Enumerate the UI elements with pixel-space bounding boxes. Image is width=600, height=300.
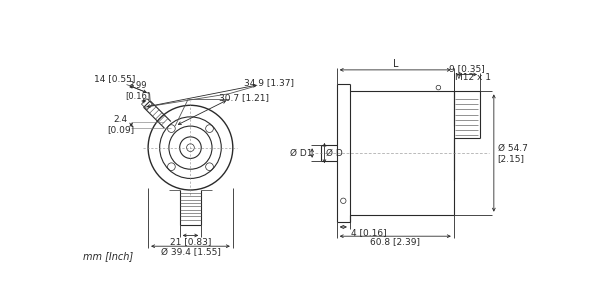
Text: L: L xyxy=(392,59,398,70)
Text: Ø 54.7
[2.15]: Ø 54.7 [2.15] xyxy=(497,143,527,163)
Text: Ø D: Ø D xyxy=(326,148,343,158)
Text: 60.8 [2.39]: 60.8 [2.39] xyxy=(370,237,420,246)
Text: 3.99
[0.16]: 3.99 [0.16] xyxy=(125,80,150,100)
Text: M12 x 1: M12 x 1 xyxy=(455,73,491,82)
Text: Ø D1: Ø D1 xyxy=(290,148,313,158)
Text: mm [Inch]: mm [Inch] xyxy=(83,251,133,261)
Text: Ø 39.4 [1.55]: Ø 39.4 [1.55] xyxy=(161,248,220,257)
Text: 30.7 [1.21]: 30.7 [1.21] xyxy=(220,93,269,102)
Text: 2.4
[0.09]: 2.4 [0.09] xyxy=(107,115,134,134)
Text: 34.9 [1.37]: 34.9 [1.37] xyxy=(244,79,294,88)
Text: 9 [0.35]: 9 [0.35] xyxy=(449,64,485,73)
Text: 14 [0.55]: 14 [0.55] xyxy=(94,74,136,83)
Text: 4 [0.16]: 4 [0.16] xyxy=(351,228,386,237)
Text: 21 [0.83]: 21 [0.83] xyxy=(170,237,211,246)
